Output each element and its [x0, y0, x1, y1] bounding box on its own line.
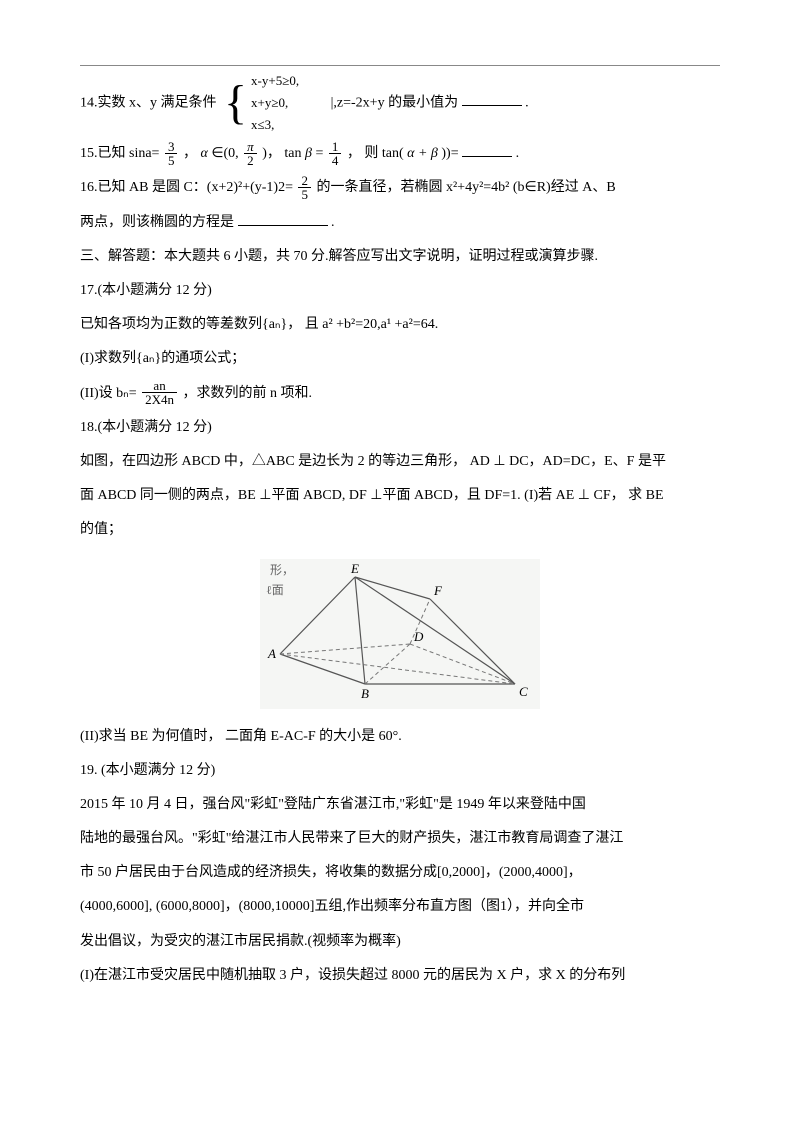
q14-c1: x-y+5≥0,: [251, 70, 299, 92]
q18-l4: (II)求当 BE 为何值时， 二面角 E-AC-F 的大小是 60°.: [80, 721, 720, 753]
q17-l3b: ，求数列的前 n 项和.: [183, 386, 313, 401]
svg-text:B: B: [361, 686, 369, 701]
q14-blank: [462, 92, 522, 106]
q16-line1: 16.已知 AB 是圆 C：(x+2)²+(y-1)2= 2 5 的一条直径，若…: [80, 172, 720, 204]
beta: β: [305, 146, 312, 161]
svg-text:形，: 形，: [270, 563, 294, 577]
q14-suffix: .: [525, 95, 529, 110]
q19-l6: (I)在湛江市受灾居民中随机抽取 3 户，设损失超过 8000 元的居民为 X …: [80, 960, 720, 992]
q15-frac3: 1 4: [329, 140, 342, 167]
q17-l2: (I)求数列{aₙ}的通项公式；: [80, 343, 720, 375]
geometry-figure: 形， ℓ面 E F A B C D: [260, 559, 540, 709]
q15-d: )， tan: [262, 146, 301, 161]
q14-prefix: 14.实数 x、y 满足条件: [80, 95, 217, 110]
q16-blank: [238, 212, 328, 226]
q14-c2: x+y≥0,: [251, 92, 299, 114]
q17-title: 17.(本小题满分 12 分): [80, 275, 720, 307]
alpha: α: [200, 146, 207, 161]
q15-e: =: [315, 146, 323, 161]
q15-f: ， 则 tan(: [347, 146, 404, 161]
alphabeta: α + β: [407, 146, 438, 161]
q15-frac2: π 2: [244, 140, 257, 167]
q19-l3: 市 50 户居民由于台风造成的经济损失，将收集的数据分成[0,2000]，(20…: [80, 857, 720, 889]
q17-l3: (II)设 bₙ= an 2X4n ，求数列的前 n 项和.: [80, 378, 720, 410]
q18-l1: 如图，在四边形 ABCD 中，△ABC 是边长为 2 的等边三角形， AD ⊥ …: [80, 446, 720, 478]
q15-end: .: [516, 146, 520, 161]
svg-text:A: A: [267, 646, 276, 661]
q18-l3: 的值；: [80, 514, 720, 546]
q18-title: 18.(本小题满分 12 分): [80, 412, 720, 444]
top-rule: [80, 65, 720, 66]
q14-brace: { x-y+5≥0, x+y≥0, x≤3,: [220, 70, 299, 136]
q19-l4: (4000,6000], (6000,8000]，(8000,10000]五组,…: [80, 891, 720, 923]
q15-b: ，: [183, 146, 197, 161]
section3-title: 三、解答题：本大题共 6 小题，共 70 分.解答应写出文字说明，证明过程或演算…: [80, 241, 720, 273]
q19-l1: 2015 年 10 月 4 日，强台风"彩虹"登陆广东省湛江市,"彩虹"是 19…: [80, 789, 720, 821]
q19-l2: 陆地的最强台风。"彩虹"给湛江市人民带来了巨大的财产损失，湛江市教育局调查了湛江: [80, 823, 720, 855]
q14-mid: |,z=-2x+y 的最小值为: [331, 95, 458, 110]
q15-blank: [462, 143, 512, 157]
q16-line2: 两点，则该椭圆的方程是 .: [80, 207, 720, 239]
q14-line: 14.实数 x、y 满足条件 { x-y+5≥0, x+y≥0, x≤3, |,…: [80, 70, 720, 136]
q17-l1: 已知各项均为正数的等差数列{aₙ}， 且 a² +b²=20,a¹ +a²=64…: [80, 309, 720, 341]
q16-d: .: [331, 215, 335, 230]
q15-c: ∈(0,: [211, 146, 242, 161]
left-brace: {: [224, 79, 247, 127]
q16-c: 两点，则该椭圆的方程是: [80, 215, 238, 230]
q14-c3: x≤3,: [251, 114, 299, 136]
svg-text:F: F: [433, 583, 443, 598]
q15-line: 15.已知 sina= 3 5 ， α ∈(0, π 2 )， tan β = …: [80, 138, 720, 170]
q14-conditions: x-y+5≥0, x+y≥0, x≤3,: [251, 70, 299, 136]
svg-text:D: D: [413, 629, 424, 644]
q15-frac1: 3 5: [165, 140, 178, 167]
q16-b: 的一条直径，若椭圆 x²+4y²=4b² (b∈R)经过 A、B: [316, 180, 615, 195]
q15-a: 15.已知 sina=: [80, 146, 159, 161]
svg-text:C: C: [519, 684, 528, 699]
q19-l5: 发出倡议，为受灾的湛江市居民捐款.(视频率为概率): [80, 926, 720, 958]
svg-text:ℓ面: ℓ面: [266, 583, 284, 597]
q17-l3a: (II)设 bₙ=: [80, 386, 140, 401]
q17-frac: an 2X4n: [142, 379, 177, 406]
svg-text:E: E: [350, 561, 359, 576]
q18-l2: 面 ABCD 同一侧的两点，BE ⊥平面 ABCD, DF ⊥平面 ABCD，且…: [80, 480, 720, 512]
q16-a: 16.已知 AB 是圆 C：(x+2)²+(y-1)2=: [80, 180, 293, 195]
q16-frac: 2 5: [298, 174, 311, 201]
q15-h: ))=: [441, 146, 462, 161]
q19-title: 19. (本小题满分 12 分): [80, 755, 720, 787]
